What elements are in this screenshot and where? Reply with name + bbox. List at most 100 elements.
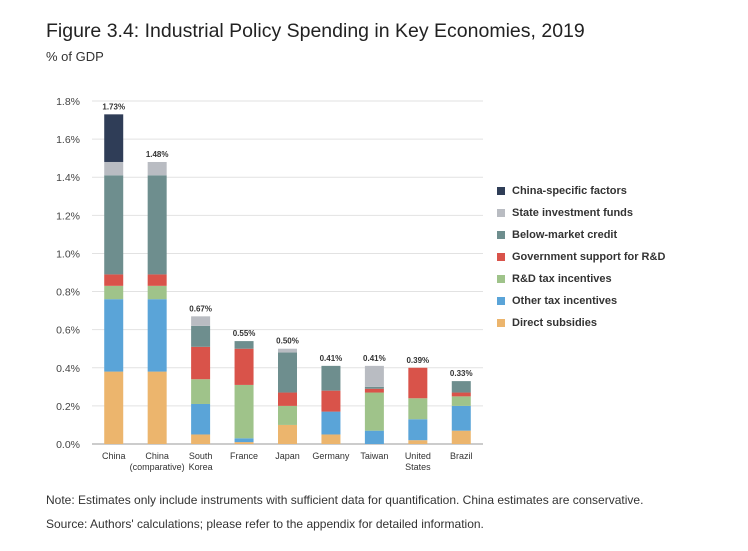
legend-swatch <box>497 209 505 217</box>
bar-segment <box>234 438 254 443</box>
chart-subtitle: % of GDP <box>46 49 104 64</box>
legend-label: R&D tax incentives <box>512 273 612 285</box>
legend-label: Government support for R&D <box>512 251 666 263</box>
bar-segment <box>191 434 211 444</box>
legend-item: State investment funds <box>497 202 665 224</box>
bar-segment <box>147 299 167 372</box>
bar-segment <box>408 440 428 444</box>
bar-segment <box>147 175 167 275</box>
legend-swatch <box>497 319 505 327</box>
bar-segment <box>321 390 341 412</box>
bar-segment <box>364 392 384 431</box>
y-tick-label: 1.4% <box>56 172 80 184</box>
bar-segment <box>147 371 167 444</box>
bar-segment <box>104 285 124 300</box>
bar-total-label: 0.41% <box>363 354 386 363</box>
bar-segment <box>451 381 471 393</box>
y-tick-label: 1.6% <box>56 134 80 146</box>
bar-segment <box>364 365 384 387</box>
x-tick-label: China <box>102 451 126 461</box>
legend-label: China-specific factors <box>512 185 627 197</box>
stacked-bar-chart: 0.0% 0.2% 0.4% 0.6% 0.8% 1.0% 1.2% 1.4% 1.6% 1.8%… <box>56 96 483 472</box>
legend-label: Direct subsidies <box>512 317 597 329</box>
bar-total-label: 0.41% <box>320 354 343 363</box>
legend-swatch <box>497 187 505 195</box>
bar-segment <box>147 274 167 286</box>
bar-segment <box>104 371 124 444</box>
legend-item: Other tax incentives <box>497 290 665 312</box>
x-tick-label: Germany <box>312 451 350 461</box>
bar-total-label: 1.73% <box>102 102 125 111</box>
y-tick-label: 1.0% <box>56 248 80 260</box>
legend-label: State investment funds <box>512 207 634 219</box>
x-tick-label: Japan <box>275 451 300 461</box>
bar-segment <box>364 430 384 444</box>
legend-item: China-specific factors <box>497 180 665 202</box>
bar-total-label: 0.50% <box>276 337 299 346</box>
bar-segment <box>104 114 124 162</box>
bar-segment <box>234 348 254 385</box>
legend-item: R&D tax incentives <box>497 268 665 290</box>
bar-segment <box>408 398 428 420</box>
bar-segment <box>104 175 124 275</box>
bar-segment <box>104 161 124 176</box>
bar-segment <box>408 419 428 441</box>
legend-swatch <box>497 231 505 239</box>
bar-segment <box>321 434 341 444</box>
bar-segment <box>234 341 254 349</box>
bar-segment <box>104 274 124 286</box>
bar-segment <box>191 346 211 380</box>
chart-title: Figure 3.4: Industrial Policy Spending i… <box>46 20 585 42</box>
bar-segment <box>364 388 384 393</box>
legend-item: Government support for R&D <box>497 246 665 268</box>
bar-segment <box>278 424 297 444</box>
legend-label: Below-market credit <box>512 229 618 241</box>
bar-segment <box>278 348 297 353</box>
y-tick-label: 0.8% <box>56 287 80 299</box>
x-tick-label: United States <box>405 451 431 472</box>
chart-note: Note: Estimates only include instruments… <box>46 493 644 507</box>
chart-legend: China-specific factors State investment … <box>497 180 665 334</box>
bar-segment <box>191 379 211 404</box>
legend-item: Below-market credit <box>497 224 665 246</box>
bar-segment <box>234 384 254 439</box>
y-tick-label: 0.0% <box>56 439 80 451</box>
bar-segment <box>147 285 167 300</box>
bar-segment <box>451 396 471 406</box>
y-tick-label: 1.2% <box>56 210 80 222</box>
legend-label: Other tax incentives <box>512 295 618 307</box>
bar-segment <box>234 442 254 444</box>
bar-segment <box>408 367 428 399</box>
bar-segment <box>147 161 167 176</box>
x-tick-label: China (comparative) <box>130 451 185 472</box>
bar-segment <box>321 411 341 435</box>
bar-total-label: 0.39% <box>406 356 429 365</box>
bar-segment <box>364 386 384 389</box>
bar-segment <box>191 325 211 347</box>
y-tick-label: 1.8% <box>56 96 80 108</box>
bar-segment <box>278 405 297 425</box>
bar-segment <box>278 392 297 406</box>
x-tick-label: Brazil <box>450 451 473 461</box>
legend-item: Direct subsidies <box>497 312 665 334</box>
bar-total-label: 1.48% <box>146 150 169 159</box>
bar-segment <box>451 392 471 397</box>
bar-segment <box>104 299 124 372</box>
legend-swatch <box>497 297 505 305</box>
bar-segment <box>451 430 471 444</box>
x-tick-label: Taiwan <box>360 451 388 461</box>
y-tick-label: 0.4% <box>56 363 80 375</box>
bar-segment <box>191 316 211 326</box>
bar-segment <box>191 403 211 435</box>
legend-swatch <box>497 253 505 261</box>
bar-segment <box>321 365 341 391</box>
legend-swatch <box>497 275 505 283</box>
chart-source: Source: Authors' calculations; please re… <box>46 517 484 531</box>
bar-total-label: 0.67% <box>189 304 212 313</box>
y-tick-label: 0.2% <box>56 401 80 413</box>
bar-segment <box>451 405 471 431</box>
x-tick-label: South Korea <box>189 451 213 472</box>
bar-total-label: 0.33% <box>450 369 473 378</box>
bar-segment <box>278 352 297 393</box>
x-tick-label: France <box>230 451 258 461</box>
